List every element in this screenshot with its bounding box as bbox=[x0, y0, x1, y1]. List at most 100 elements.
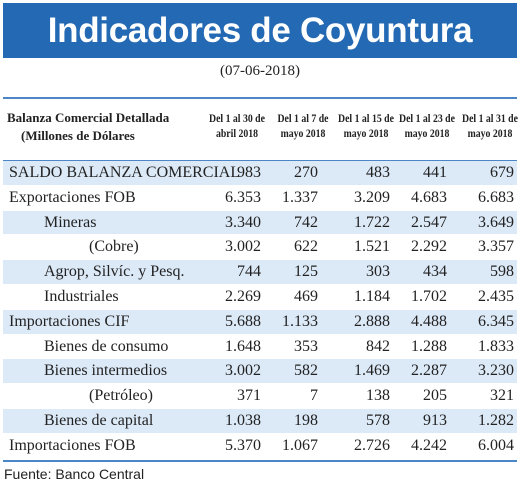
row-label: Bienes de consumo bbox=[44, 337, 169, 355]
table-row: Bienes intermedios 3.002 582 1.469 2.287 3.23… bbox=[3, 359, 517, 385]
row-value: 353 bbox=[294, 337, 318, 355]
column-header-line2: mayo 2018 bbox=[343, 128, 389, 140]
column-header: Del 1 al 15 de mayo 2018 bbox=[328, 112, 405, 142]
row-label: SALDO BALANZA COMERCIAL bbox=[9, 164, 241, 181]
column-header: Del 1 al 30 de abril 2018 bbox=[199, 112, 276, 142]
row-value: 1.469 bbox=[354, 362, 390, 380]
row-value: 1.133 bbox=[282, 312, 318, 330]
bottom-rule bbox=[3, 460, 517, 462]
table-body: SALDO BALANZA COMERCIAL 983 270 483 441 679 Ex… bbox=[3, 161, 517, 459]
table-row: Exportaciones FOB 6.353 1.337 3.209 4.683 6.6… bbox=[3, 186, 517, 211]
column-header-line2: mayo 2018 bbox=[280, 128, 326, 140]
row-value: 983 bbox=[237, 164, 261, 181]
row-value: 6.345 bbox=[478, 312, 514, 330]
row-value: 1.521 bbox=[354, 238, 390, 256]
row-value: 4.488 bbox=[411, 312, 447, 330]
table-row: Agrop, Silvíc. y Pesq. 744 125 303 434 598 bbox=[3, 260, 517, 285]
row-value: 1.184 bbox=[354, 287, 390, 305]
row-value: 1.722 bbox=[354, 213, 390, 231]
row-value: 4.683 bbox=[411, 188, 447, 206]
header-label-line1: Balanza Comercial Detallada bbox=[7, 110, 170, 125]
row-value: 3.649 bbox=[478, 213, 514, 231]
row-value: 842 bbox=[366, 337, 390, 355]
table-row: Bienes de consumo 1.648 353 842 1.288 1.833 bbox=[3, 335, 517, 360]
header-label-line2: (Millones de Dólares bbox=[21, 128, 135, 143]
row-value: 303 bbox=[366, 263, 390, 281]
column-header-line1: Del 1 al 15 de bbox=[338, 113, 394, 125]
trade-balance-table: Balanza Comercial Detallada (Millones de… bbox=[3, 97, 520, 459]
row-value: 1.282 bbox=[478, 411, 514, 429]
table-header: Balanza Comercial Detallada (Millones de… bbox=[3, 99, 520, 161]
table-row: Bienes de capital 1.038 198 578 913 1.282 bbox=[3, 408, 517, 434]
row-value: 434 bbox=[423, 263, 447, 281]
row-label: Exportaciones FOB bbox=[9, 188, 136, 206]
column-header-line2: mayo 2018 bbox=[404, 128, 450, 140]
row-label: Mineras bbox=[44, 213, 97, 231]
column-header-line1: Del 1 al 31 de bbox=[462, 113, 518, 125]
row-value: 578 bbox=[366, 411, 390, 429]
row-value: 598 bbox=[490, 263, 514, 281]
row-value: 198 bbox=[294, 411, 318, 429]
row-value: 2.435 bbox=[478, 287, 514, 305]
row-value: 3.357 bbox=[478, 238, 514, 256]
row-value: 913 bbox=[423, 411, 447, 429]
row-value: 6.353 bbox=[225, 188, 261, 206]
column-header: Del 1 al 7 de mayo 2018 bbox=[265, 112, 342, 142]
row-value: 1.038 bbox=[225, 411, 261, 429]
row-value: 2.888 bbox=[354, 312, 390, 330]
row-value: 2.547 bbox=[411, 213, 447, 231]
column-header: Del 1 al 23 de mayo 2018 bbox=[389, 112, 466, 142]
row-value: 5.688 bbox=[225, 312, 261, 330]
column-header-line1: Del 1 al 30 de bbox=[209, 113, 265, 125]
row-value: 744 bbox=[237, 263, 261, 281]
row-value: 4.242 bbox=[411, 436, 447, 454]
table-row: (Cobre) 3.002 622 1.521 2.292 3.357 bbox=[3, 235, 517, 261]
table-row: Importaciones FOB 5.370 1.067 2.726 4.242 6.0… bbox=[3, 434, 517, 459]
table-row: Mineras 3.340 742 1.722 2.547 3.649 bbox=[3, 210, 517, 236]
row-label: Agrop, Silvíc. y Pesq. bbox=[44, 263, 185, 281]
row-value: 1.648 bbox=[225, 337, 261, 355]
row-value: 1.067 bbox=[282, 436, 318, 454]
row-value: 3.002 bbox=[225, 238, 261, 256]
row-value: 742 bbox=[294, 213, 318, 231]
row-label: Industriales bbox=[44, 287, 119, 305]
row-value: 321 bbox=[490, 387, 514, 405]
row-value: 1.337 bbox=[282, 188, 318, 206]
column-header: Del 1 al 31 de mayo 2018 bbox=[452, 112, 520, 142]
row-value: 1.288 bbox=[411, 337, 447, 355]
row-value: 2.726 bbox=[354, 436, 390, 454]
row-value: 622 bbox=[294, 238, 318, 256]
row-value: 6.004 bbox=[478, 436, 514, 454]
column-header-line2: abril 2018 bbox=[215, 128, 259, 140]
source-note: Fuente: Banco Central bbox=[4, 466, 145, 482]
row-value: 5.370 bbox=[225, 436, 261, 454]
row-value: 679 bbox=[490, 164, 514, 181]
table-row: Importaciones CIF 5.688 1.133 2.888 4.488 6.3… bbox=[3, 309, 517, 335]
row-label: Bienes de capital bbox=[44, 411, 154, 429]
row-value: 205 bbox=[423, 387, 447, 405]
row-value: 138 bbox=[366, 387, 390, 405]
row-label: Importaciones FOB bbox=[9, 436, 136, 454]
column-header-line2: mayo 2018 bbox=[467, 128, 513, 140]
row-value: 3.002 bbox=[225, 362, 261, 380]
row-value: 582 bbox=[294, 362, 318, 380]
row-value: 3.230 bbox=[478, 362, 514, 380]
row-value: 3.340 bbox=[225, 213, 261, 231]
row-value: 441 bbox=[423, 164, 447, 181]
row-value: 2.292 bbox=[411, 238, 447, 256]
row-value: 1.702 bbox=[411, 287, 447, 305]
table-row: Industriales 2.269 469 1.184 1.702 2.435 bbox=[3, 285, 517, 310]
row-label: (Petróleo) bbox=[89, 387, 153, 405]
report-date: (07-06-2018) bbox=[220, 63, 300, 79]
row-value: 270 bbox=[294, 164, 318, 181]
row-label: (Cobre) bbox=[89, 238, 139, 256]
column-header-line1: Del 1 al 23 de bbox=[399, 113, 455, 125]
row-value: 483 bbox=[366, 164, 390, 181]
row-value: 3.209 bbox=[354, 188, 390, 206]
row-value: 2.269 bbox=[225, 287, 261, 305]
row-value: 6.683 bbox=[478, 188, 514, 206]
header-label: Balanza Comercial Detallada (Millones de… bbox=[7, 109, 207, 145]
row-value: 125 bbox=[294, 263, 318, 281]
table-row: (Petróleo) 371 7 138 205 321 bbox=[3, 384, 517, 409]
row-label: Bienes intermedios bbox=[44, 362, 168, 380]
